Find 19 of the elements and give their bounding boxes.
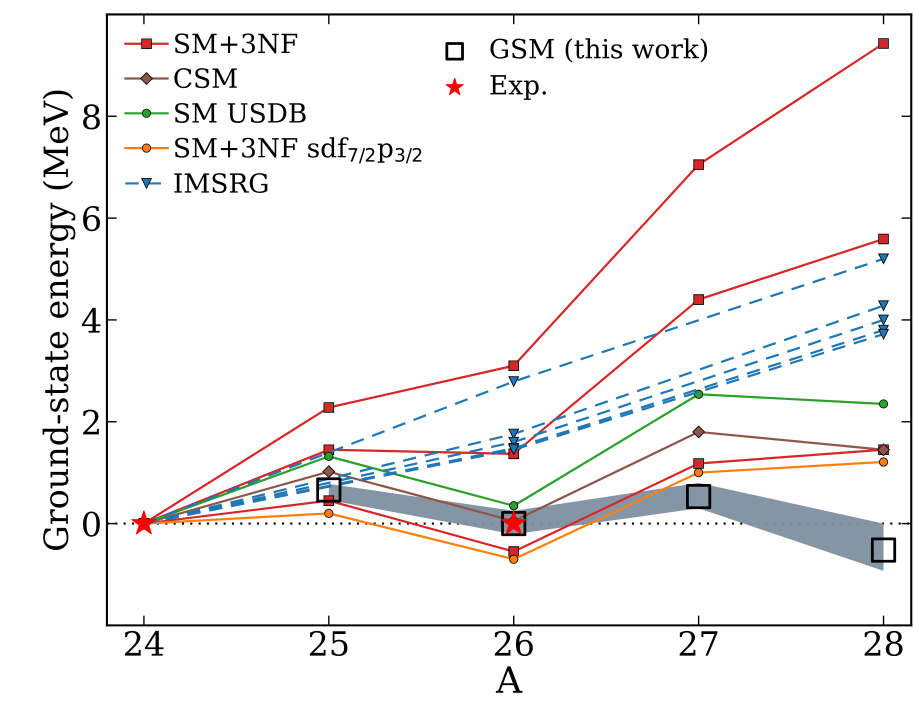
x-tick-label: 26	[494, 630, 533, 656]
y-tick-label: 8	[83, 104, 100, 130]
legend-label: Exp.	[490, 75, 546, 100]
x-axis-title: A	[496, 666, 522, 693]
legend-label: SM+3NF sdf$_{7/2}$p$_{3/2}$	[175, 137, 422, 164]
y-tick-label: 6	[83, 206, 100, 232]
x-tick-label: 25	[310, 630, 348, 656]
x-tick-label: 27	[680, 630, 718, 656]
legend-label: SM+3NF	[175, 33, 298, 54]
y-tick-label: 0	[83, 511, 100, 537]
legend-label: SM USDB	[175, 102, 306, 123]
legend-label: GSM (this work)	[490, 38, 708, 62]
legend-label: IMSRG	[174, 173, 268, 194]
legend-label: CSM	[174, 68, 237, 88]
y-tick-label: 4	[82, 308, 100, 333]
y-axis-title: Ground-state energy (MeV)	[42, 90, 76, 550]
x-tick-label: 24	[124, 630, 164, 656]
y-tick-label: 2	[83, 410, 99, 434]
x-tick-label: 28	[864, 630, 902, 656]
